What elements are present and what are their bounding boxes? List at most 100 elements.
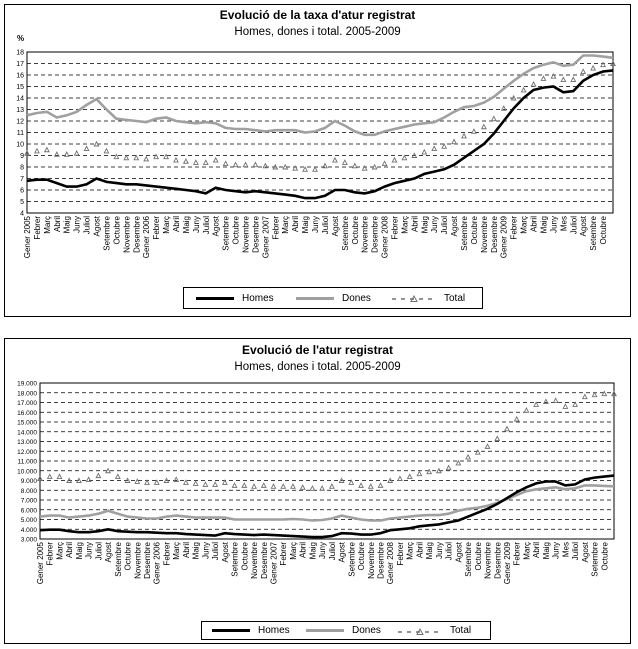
x-tick-label: Octubre xyxy=(357,541,366,570)
series-point-total xyxy=(202,159,209,165)
legend-swatch xyxy=(296,296,334,300)
legend-swatch xyxy=(398,627,442,635)
series-point-total xyxy=(270,483,277,489)
x-tick-label: Mes xyxy=(561,542,570,557)
x-tick-label: Agost xyxy=(221,541,230,562)
y-tick-label: 9.000 xyxy=(21,478,38,485)
series-point-total xyxy=(351,162,358,169)
x-tick-label: Juny xyxy=(311,216,320,233)
y-tick-label: 8.000 xyxy=(21,488,38,495)
legend-item-dones: Dones xyxy=(296,288,371,308)
series-point-total xyxy=(367,483,374,489)
x-tick-label: Març xyxy=(55,542,64,560)
x-tick-label: Gener 2008 xyxy=(386,541,395,584)
x-tick-label: Novembre xyxy=(250,541,259,578)
chart-legend: Homes Dones Total xyxy=(183,287,483,309)
x-tick-label: Maig xyxy=(425,542,434,559)
x-tick-label: Març xyxy=(520,216,529,234)
series-point-total xyxy=(212,156,219,163)
series-point-total xyxy=(445,464,452,471)
series-point-total xyxy=(381,160,388,167)
series-point-total xyxy=(299,484,306,490)
x-tick-label: Desembre xyxy=(260,541,269,578)
x-tick-label: Novembre xyxy=(361,215,370,252)
series-point-total xyxy=(173,476,180,482)
series-point-total xyxy=(322,162,328,169)
series-point-total xyxy=(600,61,607,68)
series-point-total xyxy=(562,403,569,409)
series-point-total xyxy=(280,483,287,489)
series-point-total xyxy=(480,123,487,130)
x-tick-label: Març xyxy=(289,542,298,560)
series-point-total xyxy=(474,449,481,455)
series-line-homes xyxy=(26,69,614,200)
x-tick-label: Juliol xyxy=(211,542,220,560)
x-tick-label: Febrer xyxy=(390,216,399,240)
y-tick-label: 10.000 xyxy=(17,468,37,475)
x-tick-label: Febrer xyxy=(513,542,522,566)
series-point-total xyxy=(530,81,537,87)
series-point-total xyxy=(533,401,540,407)
x-tick-label: Octubre xyxy=(112,215,121,244)
series-point-total xyxy=(319,485,326,491)
chart-title: Evolució de la taxa d'atur registrat xyxy=(219,8,416,22)
x-tick-label: Setembre xyxy=(222,215,231,250)
series-point-total xyxy=(192,159,199,165)
series-point-total xyxy=(377,482,384,488)
series-point-total xyxy=(391,156,398,163)
x-tick-label: Desembre xyxy=(493,541,502,578)
x-tick-label: Agost xyxy=(104,541,113,562)
x-tick-label: Desembre xyxy=(377,541,386,578)
x-tick-label: Juny xyxy=(435,542,444,559)
series-point-total xyxy=(401,154,408,161)
x-tick-label: Novembre xyxy=(484,541,493,578)
x-tick-label: Agost xyxy=(454,541,463,562)
x-tick-label: Octubre xyxy=(474,541,483,570)
series-point-total xyxy=(24,150,30,156)
series-point-total xyxy=(591,391,598,398)
legend-swatch xyxy=(212,629,250,632)
x-tick-label: Agost xyxy=(93,215,102,236)
series-point-total xyxy=(56,473,63,480)
y-tick-label: 14.000 xyxy=(17,429,37,436)
x-tick-label: Maig xyxy=(308,542,317,559)
y-tick-label: 6 xyxy=(20,188,24,195)
x-tick-label: Juny xyxy=(549,216,558,233)
series-point-total xyxy=(105,467,112,474)
series-point-total xyxy=(560,76,567,83)
count-chart-panel: Evolució de l'atur registrat Homes, done… xyxy=(4,338,631,644)
series-point-total xyxy=(231,482,238,488)
series-point-total xyxy=(426,468,433,475)
series-point-total xyxy=(222,160,229,167)
x-tick-label: Octubre xyxy=(240,541,249,570)
y-tick-label: 13.000 xyxy=(17,439,37,446)
x-tick-label: Novembre xyxy=(133,541,142,578)
x-tick-label: Juny xyxy=(430,216,439,233)
y-tick-label: 4.000 xyxy=(21,527,38,534)
series-point-total xyxy=(550,72,557,79)
legend-label: Homes xyxy=(242,292,274,304)
x-tick-label: Març xyxy=(172,542,181,560)
series-point-total xyxy=(465,453,472,460)
series-point-total xyxy=(144,479,150,485)
count-chart-plot: 3.000 4.000 5.000 6.000 7.000 8.000 9.000 10.00… xyxy=(17,381,617,584)
x-tick-label: Març xyxy=(281,216,290,234)
y-axis-label: % xyxy=(17,34,24,43)
series-point-total xyxy=(124,477,131,483)
series-point-total xyxy=(63,151,70,157)
series-point-total xyxy=(163,153,169,160)
series-point-total xyxy=(212,481,219,487)
x-tick-label: Setembre xyxy=(102,215,111,250)
series-point-total xyxy=(312,166,318,172)
series-point-total xyxy=(411,152,418,158)
series-line-dones xyxy=(39,484,615,522)
legend-label: Homes xyxy=(258,625,290,636)
x-tick-label: Juliol xyxy=(569,216,578,234)
y-tick-label: 11 xyxy=(17,130,24,137)
series-point-total xyxy=(153,153,160,160)
y-tick-label: 18.000 xyxy=(17,390,37,397)
series-point-total xyxy=(123,154,130,161)
y-tick-label: 9 xyxy=(20,153,24,160)
series-point-total xyxy=(182,479,189,485)
x-tick-label: Gener 2005 xyxy=(23,215,32,258)
